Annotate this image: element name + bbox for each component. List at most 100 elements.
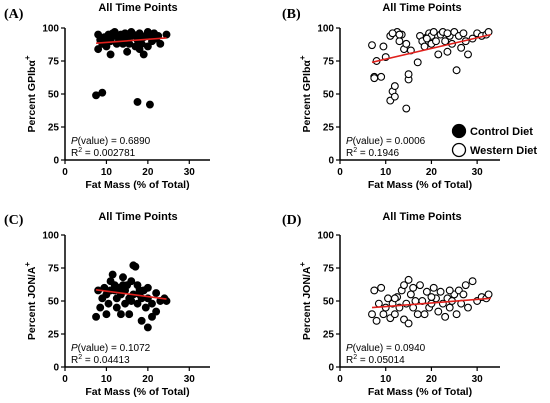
data-point bbox=[127, 297, 136, 305]
data-point bbox=[119, 273, 127, 282]
data-point bbox=[145, 100, 154, 109]
data-point bbox=[152, 289, 161, 298]
y-axis-label: Percent GPIbα+ bbox=[298, 55, 313, 132]
data-point bbox=[131, 262, 140, 271]
data-point bbox=[162, 30, 171, 39]
data-point bbox=[420, 310, 429, 319]
data-point bbox=[452, 310, 461, 319]
data-point bbox=[452, 66, 461, 75]
panel-letter: (D) bbox=[282, 213, 302, 228]
data-point bbox=[148, 299, 156, 308]
data-point bbox=[459, 290, 468, 299]
data-point bbox=[143, 323, 152, 332]
data-point bbox=[422, 287, 431, 296]
data-point bbox=[404, 275, 413, 284]
data-point bbox=[429, 283, 438, 292]
y-tick-label: 25 bbox=[323, 330, 335, 341]
y-tick-label: 75 bbox=[323, 57, 335, 68]
x-tick-label: 30 bbox=[184, 374, 196, 385]
y-tick-label: 100 bbox=[317, 24, 334, 35]
data-point bbox=[102, 42, 111, 51]
x-tick-label: 10 bbox=[380, 374, 392, 385]
p-value-text: P(value) = 0.0006 bbox=[346, 136, 426, 147]
data-point bbox=[135, 286, 144, 295]
data-point bbox=[152, 307, 161, 316]
data-point bbox=[404, 70, 413, 79]
data-point bbox=[402, 39, 411, 48]
legend-filled-circle-icon bbox=[451, 123, 467, 139]
data-point bbox=[402, 299, 411, 308]
y-axis-label: Percent GPIbα+ bbox=[23, 55, 38, 132]
data-point bbox=[370, 74, 379, 83]
trend-line bbox=[96, 37, 167, 44]
x-tick-label: 20 bbox=[142, 374, 154, 385]
p-value-text: P(value) = 0.1072 bbox=[71, 343, 151, 354]
p-value-text: P(value) = 0.0940 bbox=[346, 343, 426, 354]
y-axis-label: Percent JON/A+ bbox=[23, 262, 38, 341]
data-point bbox=[102, 310, 111, 319]
r-squared-text: R2 = 0.05014 bbox=[346, 354, 405, 366]
data-point bbox=[457, 43, 466, 52]
x-tick-label: 10 bbox=[380, 167, 392, 178]
x-axis-label: Fat Mass (% of Total) bbox=[85, 179, 189, 191]
p-value-text: P(value) = 0.6890 bbox=[71, 136, 151, 147]
data-point bbox=[381, 303, 390, 312]
data-point bbox=[139, 50, 148, 59]
data-point bbox=[390, 82, 399, 91]
x-tick-label: 0 bbox=[62, 374, 68, 385]
data-point bbox=[445, 286, 454, 295]
legend-label: Western Diet bbox=[470, 145, 537, 157]
data-point bbox=[156, 39, 165, 48]
x-tick-label: 30 bbox=[184, 167, 196, 178]
data-point bbox=[443, 47, 452, 56]
data-point bbox=[125, 310, 134, 319]
data-point bbox=[108, 270, 117, 279]
data-point bbox=[133, 97, 142, 106]
data-point bbox=[370, 286, 379, 295]
data-point bbox=[434, 50, 443, 59]
panel-letter: (A) bbox=[4, 7, 24, 22]
data-point bbox=[141, 303, 150, 312]
y-tick-label: 50 bbox=[48, 90, 60, 101]
y-tick-label: 25 bbox=[48, 123, 60, 134]
data-point bbox=[390, 294, 399, 303]
data-point bbox=[135, 45, 144, 54]
x-tick-label: 20 bbox=[426, 167, 438, 178]
data-point bbox=[434, 307, 443, 316]
panel-letter: (B) bbox=[282, 7, 301, 22]
data-point bbox=[388, 29, 397, 38]
y-tick-label: 50 bbox=[48, 297, 60, 308]
x-tick-label: 0 bbox=[337, 167, 343, 178]
y-tick-label: 0 bbox=[328, 363, 334, 374]
data-point bbox=[468, 277, 477, 286]
data-point bbox=[413, 58, 422, 67]
trend-line bbox=[371, 297, 491, 309]
y-tick-label: 75 bbox=[323, 264, 335, 275]
y-tick-label: 0 bbox=[328, 156, 334, 167]
data-point bbox=[137, 316, 146, 325]
legend-open-circle-icon bbox=[451, 142, 467, 158]
data-point bbox=[429, 28, 438, 36]
chart-title: All Time Points bbox=[382, 2, 461, 14]
data-point bbox=[127, 28, 136, 36]
y-tick-label: 75 bbox=[48, 57, 60, 68]
data-point bbox=[395, 37, 404, 46]
y-tick-label: 100 bbox=[317, 231, 334, 242]
r-squared-text: R2 = 0.002781 bbox=[71, 147, 136, 159]
data-point bbox=[110, 28, 119, 36]
data-point bbox=[96, 303, 105, 312]
x-tick-label: 30 bbox=[472, 374, 484, 385]
x-tick-label: 0 bbox=[62, 167, 68, 178]
data-point bbox=[143, 28, 152, 36]
panel-letter: (C) bbox=[4, 213, 24, 228]
data-point bbox=[92, 312, 101, 321]
data-point bbox=[143, 42, 152, 51]
data-point bbox=[123, 47, 132, 56]
data-point bbox=[379, 310, 388, 319]
r-squared-text: R2 = 0.1946 bbox=[346, 147, 400, 159]
data-point bbox=[368, 310, 376, 319]
data-point bbox=[427, 293, 436, 301]
legend-label: Control Diet bbox=[470, 126, 533, 138]
y-tick-label: 100 bbox=[42, 24, 59, 35]
